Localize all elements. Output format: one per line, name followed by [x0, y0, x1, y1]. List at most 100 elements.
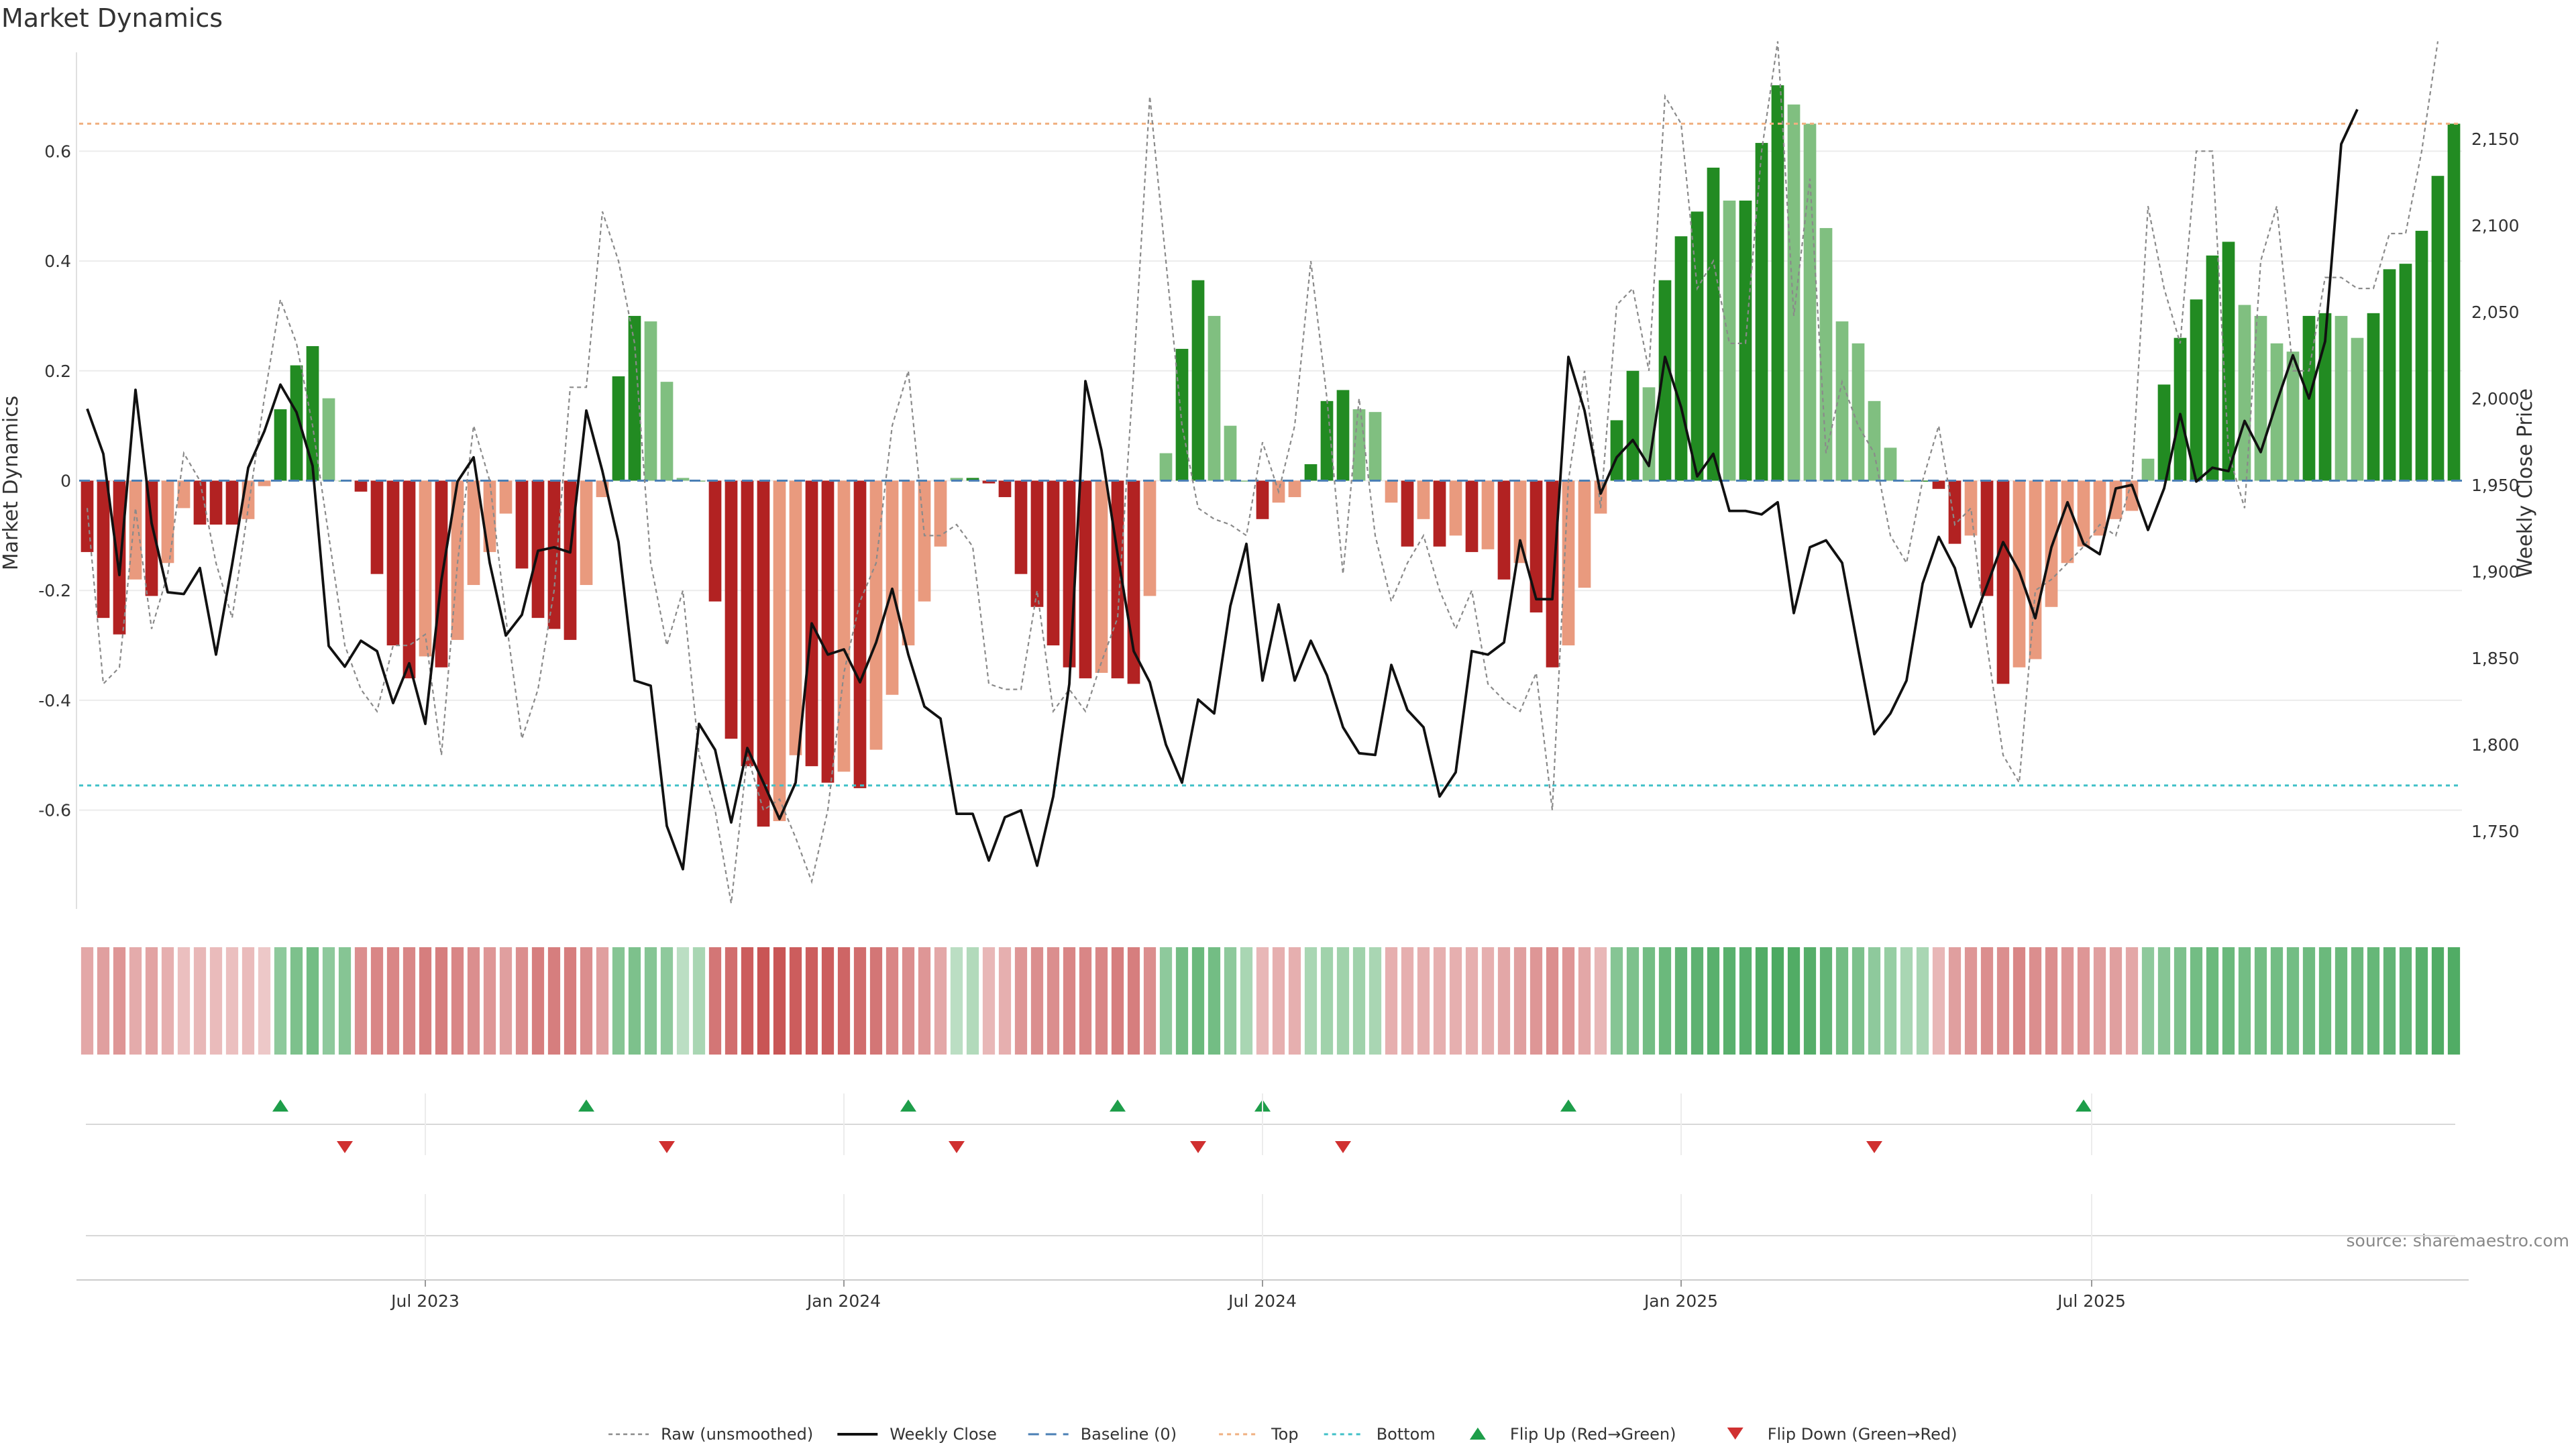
dynamics-bar — [2125, 480, 2139, 511]
dynamics-bar — [290, 365, 303, 481]
dynamics-bar — [145, 480, 158, 596]
dynamics-bar — [853, 480, 867, 788]
flip-down-marker — [1866, 1141, 1882, 1153]
dynamics-bar — [80, 480, 94, 552]
legend-item-flipdown: Flip Down (Green→Red) — [1727, 1425, 1957, 1444]
dynamics-bar — [1240, 480, 1253, 482]
heat-cell — [193, 947, 207, 1055]
heat-cell — [1288, 947, 1301, 1055]
dynamics-bar — [1755, 143, 1768, 481]
heat-cell — [2029, 947, 2042, 1055]
dynamics-bar — [1932, 480, 1945, 489]
heat-cell — [805, 947, 818, 1055]
heat-cell — [612, 947, 625, 1055]
dynamics-bar — [2351, 337, 2364, 481]
heat-strip-panel — [80, 947, 2461, 1055]
legend-label: Bottom — [1377, 1425, 1436, 1444]
flip-up-marker — [1110, 1099, 1126, 1112]
heat-cell — [918, 947, 931, 1055]
legend-item-close: Weekly Close — [837, 1425, 997, 1444]
legend: Raw (unsmoothed) Weekly Close Baseline (0)… — [608, 1425, 1957, 1444]
dynamics-bar — [1771, 85, 1784, 481]
heat-cell — [1095, 947, 1108, 1055]
dynamics-bar — [869, 480, 883, 750]
heat-cell — [1175, 947, 1189, 1055]
heat-cell — [2383, 947, 2396, 1055]
dynamics-bar — [708, 480, 722, 602]
dynamics-bar — [1288, 480, 1301, 498]
heat-cell — [2367, 947, 2380, 1055]
left-tick-label: 0.6 — [44, 142, 71, 161]
heat-cell — [2077, 947, 2090, 1055]
x-tick-label: Jul 2024 — [1227, 1291, 1297, 1311]
raw-series-line — [86, 41, 2439, 904]
heat-cell — [1900, 947, 1913, 1055]
heat-cell — [1546, 947, 1559, 1055]
dynamics-bar — [547, 480, 561, 629]
chart-title: Market Dynamics — [1, 3, 223, 33]
flip-up-marker — [272, 1099, 288, 1112]
dynamics-bar — [322, 398, 335, 481]
dynamics-bar — [966, 478, 979, 481]
dynamics-bar — [1835, 321, 1849, 481]
dynamics-bar — [113, 480, 126, 635]
right-tick-label: 1,950 — [2471, 476, 2520, 495]
heat-cell — [1610, 947, 1623, 1055]
legend-item-top: Top — [1219, 1425, 1299, 1444]
dynamics-bar — [1851, 343, 1865, 481]
heat-cell — [145, 947, 158, 1055]
dynamics-bar — [1175, 349, 1189, 481]
heat-cell — [338, 947, 352, 1055]
main-panel: 0.6 0.4 0.2 0 -0.2 -0.4 -0.6 2,150 2,100 2,050 2,0… — [38, 41, 2520, 909]
heat-cell — [1529, 947, 1543, 1055]
dynamics-bar — [386, 480, 400, 646]
dynamics-bar — [1433, 480, 1446, 547]
heat-cell — [1771, 947, 1784, 1055]
heat-cell — [902, 947, 915, 1055]
dynamics-bar — [1191, 280, 1205, 481]
dynamics-bar — [467, 480, 480, 586]
x-tick-label: Jul 2023 — [390, 1291, 460, 1311]
legend-item-bottom: Bottom — [1324, 1425, 1436, 1444]
dynamics-bar — [1610, 420, 1623, 481]
heat-cell — [1272, 947, 1285, 1055]
x-tick-label: Jan 2025 — [1643, 1291, 1718, 1311]
heat-cell — [789, 947, 802, 1055]
heat-cell — [290, 947, 303, 1055]
heat-cell — [1191, 947, 1205, 1055]
heat-cell — [2399, 947, 2412, 1055]
heat-cell — [2431, 947, 2445, 1055]
heat-cell — [80, 947, 94, 1055]
dynamics-bar — [1626, 370, 1640, 481]
dynamics-bar — [1304, 464, 1318, 481]
dynamics-bar — [2254, 315, 2267, 481]
dynamics-bar — [209, 480, 223, 525]
dynamics-bar — [1707, 167, 1720, 481]
heat-cell — [2125, 947, 2139, 1055]
heat-cell — [258, 947, 271, 1055]
dynamics-bar — [982, 480, 996, 484]
heat-cell — [757, 947, 770, 1055]
heat-cell — [1417, 947, 1430, 1055]
heat-cell — [1755, 947, 1768, 1055]
legend-flip-up-swatch — [1469, 1428, 1486, 1440]
flip-markers-panel — [86, 1099, 2455, 1236]
dynamics-bar — [1465, 480, 1479, 552]
heat-cell — [2302, 947, 2316, 1055]
heat-cell — [2012, 947, 2026, 1055]
heat-cell — [1868, 947, 1881, 1055]
left-tick-label: 0.2 — [44, 362, 71, 381]
heat-cell — [1658, 947, 1672, 1055]
flip-down-marker — [949, 1141, 965, 1153]
dynamics-bar — [1513, 480, 1527, 564]
dynamics-bar — [2029, 480, 2042, 659]
dynamics-bar — [402, 480, 416, 679]
dynamics-bar — [1690, 211, 1704, 481]
right-tick-label: 2,000 — [2471, 389, 2520, 409]
legend-item-flipup: Flip Up (Red→Green) — [1469, 1425, 1676, 1444]
heat-cell — [2174, 947, 2187, 1055]
dynamics-bar — [773, 480, 786, 822]
dynamics-bar — [1787, 104, 1801, 481]
heat-cell — [660, 947, 674, 1055]
heat-cell — [1127, 947, 1140, 1055]
